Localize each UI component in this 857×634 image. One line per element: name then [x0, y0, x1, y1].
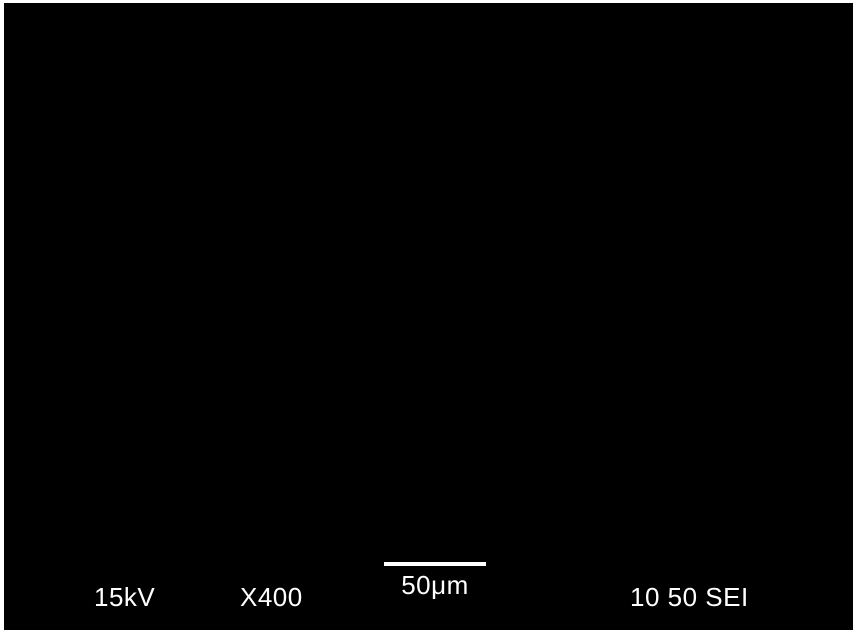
voltage-label: 15kV: [94, 582, 155, 613]
sem-micrograph-area: [22, 15, 843, 575]
scale-bar: [384, 562, 486, 566]
detector-label: 10 50 SEI: [630, 582, 749, 613]
scale-label: 50μm: [401, 570, 469, 601]
scale-indicator: 50μm: [384, 579, 486, 617]
sem-info-bar: 15kV X400 50μm 10 50 SEI: [22, 575, 843, 620]
sem-frame: 15kV X400 50μm 10 50 SEI: [4, 3, 853, 630]
magnification-label: X400: [240, 582, 303, 613]
